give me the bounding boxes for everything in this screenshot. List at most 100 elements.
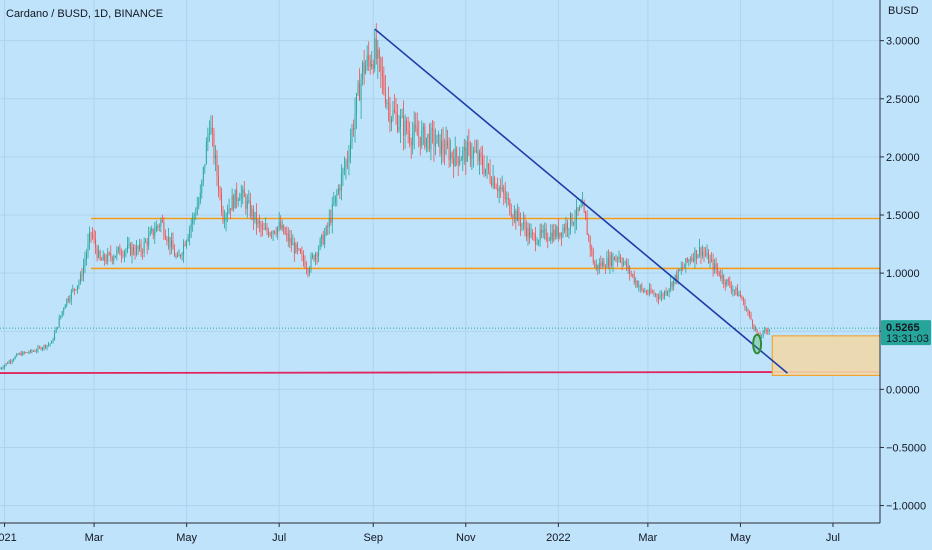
candle-body <box>31 350 33 352</box>
candle-body <box>1 368 2 369</box>
candle-body <box>401 115 403 118</box>
candle-body <box>421 130 423 147</box>
candle-body <box>46 345 48 348</box>
candle-body <box>667 291 669 294</box>
candle-body <box>140 244 142 252</box>
candle-body <box>11 360 13 362</box>
time-tick-label: 2022 <box>546 532 570 544</box>
candle-body <box>122 255 124 257</box>
candle-body <box>113 257 115 261</box>
candle-body <box>128 244 130 246</box>
candle-body <box>752 319 754 326</box>
candle-body <box>495 187 497 189</box>
candle-body <box>351 127 353 142</box>
candle-body <box>489 170 491 181</box>
candle-body <box>10 361 12 363</box>
candle-body <box>207 134 209 143</box>
candle-body <box>224 220 226 222</box>
candle-body <box>61 311 63 316</box>
candle-body <box>152 228 154 236</box>
candle-body <box>322 234 324 245</box>
candle-body <box>431 128 433 131</box>
candle-body <box>233 196 235 209</box>
candle-body <box>573 223 574 225</box>
last-price-badge: 0.5265 13:31:03 <box>881 320 931 346</box>
candle-body <box>545 229 547 240</box>
candle-body <box>529 227 530 238</box>
candle-body <box>117 247 119 251</box>
candle-body <box>366 55 368 66</box>
candle-body <box>624 261 626 263</box>
candle-body <box>463 147 465 151</box>
candle-body <box>167 237 169 242</box>
candle-body <box>318 248 320 257</box>
candle-body <box>600 263 602 266</box>
candle-body <box>583 201 585 212</box>
candle-body <box>339 188 341 191</box>
candle-body <box>116 250 118 256</box>
candle-body <box>469 144 471 160</box>
candle-body <box>500 187 502 190</box>
candle-body <box>474 150 476 152</box>
candle-body <box>441 140 442 154</box>
price-tick-label: 2.0000 <box>886 152 920 164</box>
candle-body <box>327 226 329 228</box>
candle-body <box>252 208 254 221</box>
candle-body <box>609 255 611 267</box>
candle-body <box>550 232 552 240</box>
candle-body <box>213 132 215 159</box>
candle-body <box>375 38 377 59</box>
price-axis[interactable]: 3.00002.50002.00001.50001.00000.50000.00… <box>880 36 926 513</box>
candle-body <box>747 309 749 313</box>
candle-body <box>720 275 722 279</box>
candle-body <box>343 167 345 170</box>
candle-body <box>292 243 294 246</box>
candle-body <box>764 330 766 331</box>
candle-body <box>694 250 696 261</box>
candle-body <box>662 294 664 297</box>
candle-body <box>151 228 153 232</box>
candle-body <box>187 237 189 241</box>
candle-body <box>32 351 34 352</box>
highlight-ellipse[interactable] <box>752 333 763 355</box>
time-axis[interactable]: 2021 Mar May Jul Sep Nov 2022 Mar May Jul <box>0 523 840 544</box>
candle-body <box>680 267 682 271</box>
candle-body <box>428 133 430 149</box>
candle-body <box>48 344 50 346</box>
candle-body <box>606 257 608 268</box>
candle-body <box>158 225 160 227</box>
candle-body <box>369 59 371 67</box>
candle-body <box>753 325 755 330</box>
target-zone-box[interactable] <box>771 335 881 376</box>
candle-body <box>383 76 385 92</box>
candle-body <box>14 356 16 360</box>
candle-body <box>679 269 681 271</box>
candle-body <box>516 210 518 222</box>
candle-body <box>110 252 112 258</box>
candle-body <box>527 227 529 237</box>
candle-body <box>392 110 394 119</box>
candle-body <box>271 233 273 235</box>
price-badge-value: 0.5265 <box>886 322 920 334</box>
candle-body <box>471 156 473 160</box>
candle-body <box>554 229 556 237</box>
candle-body <box>756 328 758 334</box>
candle-body <box>450 152 452 160</box>
candle-body <box>460 159 462 161</box>
candle-body <box>453 157 455 167</box>
candle-body <box>174 249 175 257</box>
candle-body <box>665 291 667 294</box>
candle-body <box>143 242 145 253</box>
candle-body <box>491 180 493 186</box>
axis-currency-label: BUSD <box>888 5 919 17</box>
candle-body <box>142 251 144 253</box>
descending-trendline[interactable] <box>374 28 788 374</box>
candle-body <box>404 120 406 136</box>
floor-line[interactable] <box>0 371 881 374</box>
candle-body <box>189 228 191 238</box>
candle-body <box>374 38 376 69</box>
candle-body <box>635 281 637 283</box>
candle-body <box>498 187 500 192</box>
candle-body <box>93 236 95 239</box>
